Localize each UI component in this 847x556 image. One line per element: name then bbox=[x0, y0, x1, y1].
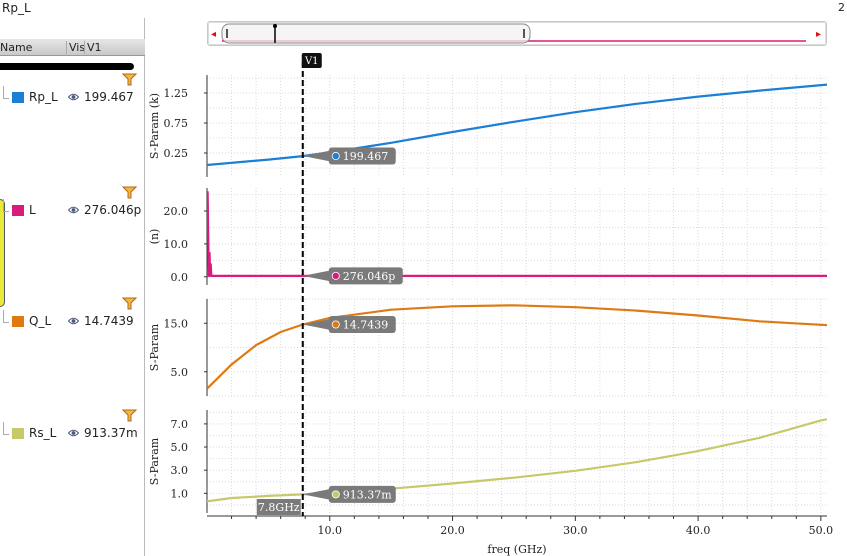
window-title: Rp_L bbox=[2, 1, 31, 15]
tree-connector bbox=[3, 310, 9, 323]
y-tick-label: 10.0 bbox=[164, 238, 189, 251]
signal-value: 14.7439 bbox=[84, 314, 134, 328]
series-line-rs-l bbox=[207, 418, 827, 503]
y-tick-label: 1.25 bbox=[164, 87, 189, 100]
signal-row-rp-l[interactable]: Rp_L 199.467 bbox=[0, 86, 145, 110]
callout-value: 276.046p bbox=[343, 270, 396, 283]
plot-panel-rs-l: 1.0 3.0 5.0 7.0 S-Param 913.37m bbox=[148, 410, 827, 513]
scroll-left-arrow-icon[interactable]: ◂ bbox=[211, 29, 216, 40]
filter-icon[interactable] bbox=[122, 297, 137, 310]
signal-row-l[interactable]: L 276.046p bbox=[0, 199, 145, 223]
x-tick-label: 30.0 bbox=[563, 524, 588, 537]
eye-icon[interactable] bbox=[68, 317, 79, 325]
y-tick-label: 1.0 bbox=[171, 487, 189, 500]
callout-value: 14.7439 bbox=[343, 319, 389, 332]
signal-name: Q_L bbox=[29, 314, 52, 328]
x-axis-title: freq (GHz) bbox=[487, 543, 546, 556]
plot-panel-l: 0.0 10.0 20.0(n) 276.046p bbox=[148, 188, 827, 285]
tree-connector bbox=[3, 422, 9, 435]
x-tick-label: 40.0 bbox=[686, 524, 711, 537]
y-axis-title: S-Param bbox=[148, 323, 161, 371]
marker-x-box bbox=[256, 499, 301, 515]
overview-scroller[interactable]: ◂ ▸ bbox=[207, 21, 827, 46]
callout-box bbox=[328, 316, 396, 334]
column-v1-header[interactable]: V1 bbox=[84, 41, 102, 54]
color-swatch[interactable] bbox=[12, 316, 24, 327]
filter-icon[interactable] bbox=[122, 186, 137, 199]
callout-box bbox=[328, 267, 403, 285]
signal-row-q-l[interactable]: Q_L 14.7439 bbox=[0, 310, 145, 334]
signal-name: Rp_L bbox=[29, 90, 58, 104]
signal-value: 276.046p bbox=[84, 203, 142, 217]
callout-value: 199.467 bbox=[343, 150, 389, 163]
scroller-graphic: ◂ ▸ bbox=[208, 22, 826, 45]
signal-browser: Name Vis V1 Rp_L 199.467 L 276.046p Q_L … bbox=[0, 18, 145, 556]
callout-pointer bbox=[302, 488, 331, 500]
eye-icon[interactable] bbox=[68, 429, 79, 437]
color-swatch[interactable] bbox=[12, 205, 24, 216]
series-line-rp-l bbox=[207, 83, 827, 167]
filter-icon[interactable] bbox=[122, 409, 137, 422]
y-axis-title: S-Param (k) bbox=[148, 93, 161, 159]
tree-connector bbox=[3, 199, 9, 212]
callout-dot bbox=[331, 320, 340, 329]
marker-label: V1 bbox=[304, 56, 319, 67]
x-tick-label: 20.0 bbox=[440, 524, 465, 537]
title-bar: Rp_L 2 bbox=[0, 0, 847, 18]
column-header: Name Vis V1 bbox=[0, 39, 145, 56]
signal-row-rs-l[interactable]: Rs_L 913.37m bbox=[0, 422, 145, 446]
thumb-grip-right[interactable] bbox=[523, 29, 525, 38]
callout-box bbox=[328, 147, 396, 165]
corner-number: 2 bbox=[838, 1, 845, 14]
y-tick-label: 7.0 bbox=[171, 418, 189, 431]
plot-panel-q-l: 5.0 15.0S-Param 14.7439 bbox=[148, 298, 827, 397]
y-tick-label: 5.0 bbox=[171, 366, 189, 379]
callout-box bbox=[328, 485, 396, 503]
eye-icon[interactable] bbox=[68, 206, 79, 214]
y-tick-label: 3.0 bbox=[171, 464, 189, 477]
series-line-q-l bbox=[207, 304, 827, 390]
marker-label-box bbox=[301, 53, 322, 68]
marker-x-value: 7.8GHz bbox=[258, 501, 300, 514]
overview-cursor-head bbox=[273, 24, 277, 28]
filter-icon[interactable] bbox=[122, 73, 137, 86]
y-tick-label: 0.75 bbox=[164, 117, 189, 130]
series-line-l bbox=[207, 191, 827, 277]
chart[interactable]: 0.25 0.75 1.25S-Param (k) 199.467 0.0 10.0 20.… bbox=[146, 50, 836, 556]
color-swatch[interactable] bbox=[12, 92, 24, 103]
column-name-header[interactable]: Name bbox=[0, 41, 33, 54]
color-swatch[interactable] bbox=[12, 428, 24, 439]
y-tick-label: 5.0 bbox=[171, 441, 189, 454]
callout-pointer bbox=[302, 150, 331, 162]
x-tick-label: 50.0 bbox=[809, 524, 834, 537]
signal-value: 913.37m bbox=[84, 426, 138, 440]
plot-panel-rp-l: 0.25 0.75 1.25S-Param (k) 199.467 bbox=[148, 75, 827, 177]
y-tick-label: 0.25 bbox=[164, 147, 189, 160]
y-tick-label: 15.0 bbox=[164, 317, 189, 330]
group-bar[interactable] bbox=[0, 63, 134, 70]
y-tick-label: 20.0 bbox=[164, 205, 189, 218]
y-tick-label: 0.0 bbox=[171, 271, 189, 284]
thumb-grip-left[interactable] bbox=[226, 29, 228, 38]
y-axis-title: S-Param bbox=[148, 437, 161, 485]
callout-dot bbox=[331, 490, 340, 499]
signal-name: Rs_L bbox=[29, 426, 57, 440]
y-axis-title: (n) bbox=[148, 229, 161, 245]
callout-pointer bbox=[302, 270, 331, 282]
scroll-right-arrow-icon[interactable]: ▸ bbox=[816, 29, 821, 40]
tree-connector bbox=[3, 86, 9, 99]
column-vis-header[interactable]: Vis bbox=[66, 41, 85, 54]
signal-name: L bbox=[29, 203, 36, 217]
callout-value: 913.37m bbox=[343, 488, 392, 501]
eye-icon[interactable] bbox=[68, 93, 79, 101]
scroller-thumb[interactable] bbox=[221, 23, 531, 44]
callout-dot bbox=[331, 152, 340, 161]
signal-value: 199.467 bbox=[84, 90, 134, 104]
x-tick-label: 10.0 bbox=[318, 524, 343, 537]
callout-dot bbox=[331, 271, 340, 280]
callout-pointer bbox=[302, 319, 331, 331]
